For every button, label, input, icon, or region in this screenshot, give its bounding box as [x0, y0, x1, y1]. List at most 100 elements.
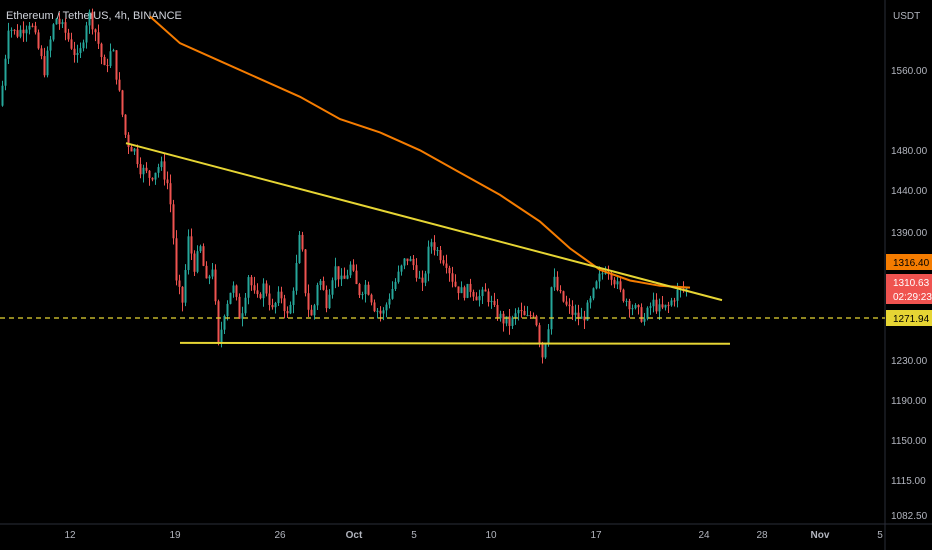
candle [565, 295, 568, 307]
currency-label: USDT [893, 11, 920, 22]
candle [142, 164, 145, 183]
candle [274, 301, 277, 314]
candle [613, 277, 616, 289]
candle [70, 32, 73, 50]
candle [151, 177, 154, 182]
candle [19, 25, 22, 39]
candle [439, 246, 442, 264]
candle [508, 308, 511, 335]
x-tick-label: 5 [411, 530, 417, 541]
candle [664, 304, 667, 311]
x-tick-label: 26 [274, 530, 286, 541]
candle [652, 292, 655, 313]
candle [562, 290, 565, 303]
candle [124, 114, 127, 138]
candle [244, 292, 247, 316]
candle [670, 297, 673, 307]
candle [10, 27, 13, 38]
candle [388, 293, 391, 309]
x-tick-label: Nov [811, 530, 830, 541]
candle [343, 267, 346, 279]
x-tick-label: 5 [877, 530, 883, 541]
descending-trendline[interactable] [125, 142, 723, 302]
candle [346, 269, 349, 280]
candle [622, 288, 625, 303]
candle [295, 254, 298, 295]
drawings-group [0, 142, 885, 345]
candle [568, 298, 571, 314]
candle [415, 258, 418, 282]
candle [280, 286, 283, 304]
candle [424, 270, 427, 287]
candle [667, 301, 670, 314]
candle [253, 276, 256, 294]
candle [427, 240, 430, 282]
candle [157, 163, 160, 178]
candle [82, 39, 85, 52]
candle [475, 292, 478, 301]
candle [502, 311, 505, 332]
candle [397, 265, 400, 284]
candle [169, 174, 172, 213]
candle [175, 230, 178, 286]
candle [187, 229, 190, 275]
candle [61, 19, 64, 28]
candle [4, 54, 7, 91]
candle [304, 249, 307, 297]
candle [145, 162, 148, 174]
candle [55, 17, 58, 25]
candle [1, 80, 4, 107]
candle [139, 157, 142, 179]
candle [313, 303, 316, 320]
chart-title: Ethereum / TetherUS, 4h, BINANCE [6, 10, 182, 22]
candle [163, 153, 166, 186]
candle [196, 245, 199, 274]
candle [247, 275, 250, 305]
candle [403, 257, 406, 270]
candle [232, 281, 235, 298]
x-tick-label: 28 [756, 530, 768, 541]
candle [355, 264, 358, 285]
candle [238, 293, 241, 320]
candle [235, 284, 238, 301]
candle [103, 54, 106, 66]
candle [22, 21, 25, 42]
candle [556, 271, 559, 292]
candle [328, 289, 331, 310]
candle [412, 254, 415, 271]
candle [631, 304, 634, 316]
support-line[interactable] [179, 341, 731, 345]
candle [571, 300, 574, 320]
candle [181, 286, 184, 312]
svg-text:02:29:23: 02:29:23 [893, 292, 932, 303]
candle [106, 58, 109, 73]
candle [160, 156, 163, 171]
candle [637, 304, 640, 315]
candle [496, 298, 499, 321]
candle [91, 8, 94, 35]
candle [484, 283, 487, 292]
candle [658, 298, 661, 320]
candle [289, 301, 292, 315]
candle [457, 286, 460, 300]
moving-average-line [149, 15, 691, 289]
y-tick-label: 1230.00 [891, 356, 928, 367]
price-badges: 1316.40 1310.63 02:29:23 1271.94 [886, 254, 932, 326]
candle [148, 170, 151, 186]
candle [535, 314, 538, 327]
candle [481, 286, 484, 304]
candle [184, 264, 187, 307]
candle [628, 298, 631, 318]
x-tick-label: 24 [698, 530, 710, 541]
y-tick-label: 1440.00 [891, 186, 928, 197]
last-price-badge: 1310.63 02:29:23 [886, 274, 932, 304]
candle [409, 256, 412, 262]
candle [376, 308, 379, 319]
svg-text:1271.94: 1271.94 [893, 314, 930, 325]
candle [595, 280, 598, 290]
candle [559, 285, 562, 294]
y-tick-label: 1082.50 [891, 511, 928, 522]
candle [406, 258, 409, 266]
ma-value-badge: 1316.40 [886, 254, 932, 270]
